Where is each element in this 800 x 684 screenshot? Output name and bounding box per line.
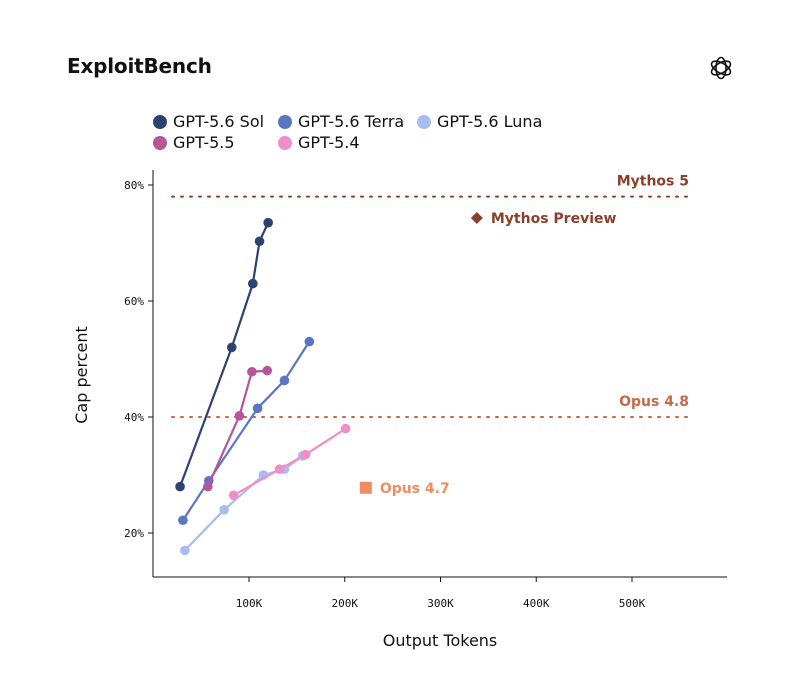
data-point (180, 545, 190, 556)
data-point (248, 278, 258, 289)
legend-item-gpt-5-6-luna: GPT-5.6 Luna (417, 112, 542, 131)
series-line (206, 369, 268, 488)
reference-line-label: Mythos 5 (617, 174, 689, 190)
x-tick-label: 200K (332, 597, 359, 610)
data-point (203, 481, 213, 492)
y-tick-label: 60% (124, 295, 144, 308)
y-tick-label: 40% (124, 411, 144, 424)
legend-item-gpt-5-4: GPT-5.4 (278, 133, 360, 152)
data-point (234, 411, 245, 421)
legend-swatch (153, 114, 167, 129)
y-tick-label: 80% (124, 179, 144, 192)
data-point (300, 449, 311, 460)
legend-label: GPT-5.4 (298, 133, 360, 152)
legend-item-gpt-5-5: GPT-5.5 (153, 133, 235, 152)
openai-logo-icon (710, 56, 732, 80)
legend-swatch (417, 114, 431, 129)
data-point (340, 423, 351, 434)
legend-item-gpt-5-6-terra: GPT-5.6 Terra (278, 112, 404, 131)
x-tick-label: 100K (236, 597, 263, 610)
legend-label: GPT-5.6 Sol (173, 112, 265, 131)
data-point (274, 464, 285, 475)
data-point (175, 481, 185, 492)
data-point (263, 217, 273, 228)
data-point (304, 336, 315, 347)
legend-swatch (278, 114, 292, 129)
data-point (262, 365, 272, 376)
data-point (228, 490, 239, 501)
legend-swatch (278, 135, 292, 150)
marker-label: Mythos Preview (491, 211, 617, 227)
legend-swatch (153, 135, 167, 150)
data-point (226, 342, 237, 353)
data-point (252, 403, 263, 414)
y-axis-title: Cap percent (72, 326, 91, 424)
data-point (254, 236, 265, 247)
legend-label: GPT-5.6 Terra (298, 112, 405, 131)
marker-diamond (470, 212, 483, 225)
x-tick-label: 500K (619, 597, 646, 610)
reference-line-label: Opus 4.8 (619, 394, 689, 410)
series-line (179, 222, 270, 487)
data-point (247, 366, 257, 377)
page-title: ExploitBench (67, 54, 212, 78)
legend-label: GPT-5.6 Luna (437, 112, 543, 131)
marker-square (359, 481, 372, 494)
marker-label: Opus 4.7 (380, 481, 450, 497)
x-axis-title: Output Tokens (383, 631, 498, 650)
x-tick-label: 400K (523, 597, 550, 610)
legend-item-gpt-5-6-sol: GPT-5.6 Sol (153, 112, 264, 131)
series-line (233, 427, 347, 497)
x-tick-label: 300K (427, 597, 454, 610)
y-tick-label: 20% (124, 527, 144, 540)
data-point (279, 375, 290, 386)
data-point (219, 505, 229, 515)
legend-label: GPT-5.5 (173, 133, 235, 152)
data-point (178, 515, 188, 526)
